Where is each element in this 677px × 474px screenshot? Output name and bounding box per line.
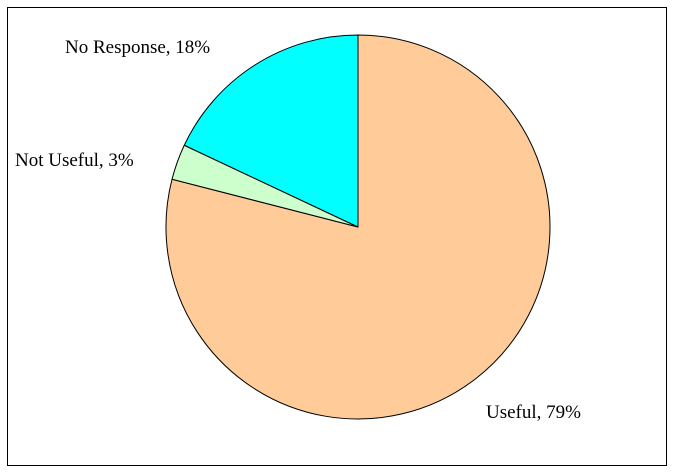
pie-slice-useful — [165, 34, 551, 420]
slice-label-no-response: No Response, 18% — [65, 37, 210, 58]
slice-label-not-useful: Not Useful, 3% — [15, 150, 134, 171]
pie-slice-no-response — [183, 34, 359, 228]
slice-label-useful: Useful, 79% — [486, 402, 581, 423]
pie-slices — [165, 34, 551, 420]
pie-labels: Useful, 79% Not Useful, 3% No Response, … — [15, 37, 581, 423]
